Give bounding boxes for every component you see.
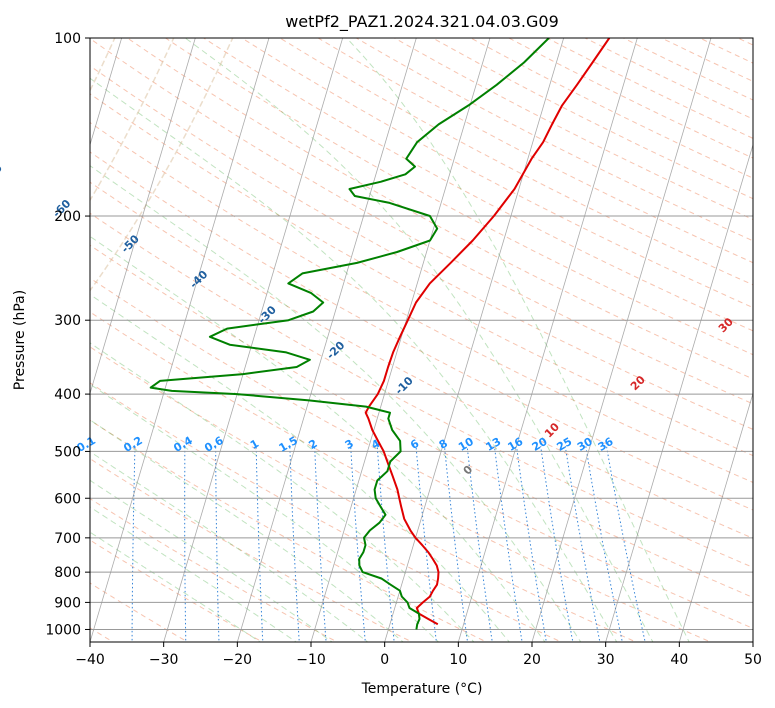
mixing-ratio-line xyxy=(289,446,300,642)
x-tick-label: 40 xyxy=(670,652,688,668)
y-tick-label: 100 xyxy=(54,31,81,47)
isotherm-line xyxy=(90,38,270,642)
background-lines xyxy=(90,38,753,642)
y-ticks: 100 200 300 400 500 600 700 800 900 1000 xyxy=(45,31,90,638)
moist-adiabat-line xyxy=(346,38,690,642)
x-tick-label: 30 xyxy=(597,652,615,668)
mixing-ratio-line xyxy=(415,446,437,642)
x-tick-label: 10 xyxy=(449,652,467,668)
isotherm-line xyxy=(678,392,753,642)
dry-adiabat-line xyxy=(90,65,753,430)
y-axis-title: Pressure (hPa) xyxy=(12,290,28,390)
dry-adiabat-label: -70 xyxy=(0,161,5,184)
x-tick-label: −20 xyxy=(223,652,253,668)
profile-line xyxy=(149,38,550,630)
moist-adiabat-line xyxy=(90,419,404,642)
isotherm-line xyxy=(384,38,565,642)
y-tick-label: 700 xyxy=(54,531,81,547)
moist-adiabat-line xyxy=(90,342,475,642)
mixing-ratio-line xyxy=(376,446,395,642)
mixing-ratio-line xyxy=(255,446,264,642)
isotherm-line xyxy=(90,38,123,147)
moist-adiabat-line xyxy=(184,38,654,642)
dry-adiabat-line xyxy=(90,244,753,599)
x-tick-label: 50 xyxy=(744,652,762,668)
mixing-ratio-line xyxy=(131,446,136,642)
dry-adiabat-line xyxy=(90,277,753,629)
dry-adiabat-line xyxy=(90,151,753,511)
mixing-ratio-line xyxy=(540,446,574,642)
dry-adiabat-line xyxy=(164,38,753,356)
y-tick-label: 400 xyxy=(54,387,81,403)
moist-adiabat-line xyxy=(90,506,298,642)
y-tick-label: 300 xyxy=(54,313,81,329)
mixing-ratio-line xyxy=(585,446,623,642)
isotherm-line xyxy=(236,38,417,642)
chart-title: wetPf2_PAZ1.2024.321.04.03.G09 xyxy=(285,12,559,32)
y-tick-label: 900 xyxy=(54,595,81,611)
mixing-ratio-line xyxy=(314,446,327,642)
x-tick-label: −10 xyxy=(296,652,326,668)
dry-adiabat-line xyxy=(90,311,712,642)
isotherm-line xyxy=(605,143,753,642)
moist-adiabat-line xyxy=(90,531,262,642)
dry-adiabat-line xyxy=(90,121,753,483)
x-tick-label: −30 xyxy=(149,652,179,668)
mixing-ratio-line xyxy=(184,446,187,642)
mixing-ratio-line xyxy=(606,446,646,642)
x-ticks: −40 −30 −20 −10 0 10 20 30 40 50 xyxy=(75,642,762,668)
y-tick-label: 500 xyxy=(54,444,81,460)
dry-adiabat-line xyxy=(90,181,753,539)
y-tick-label: 600 xyxy=(54,491,81,507)
x-tick-label: 0 xyxy=(380,652,389,668)
mixing-ratio-line xyxy=(564,446,601,642)
mixing-ratio-line xyxy=(215,446,220,642)
isotherm-line xyxy=(163,38,344,642)
isotherm-line xyxy=(531,38,712,642)
isotherm-line xyxy=(90,38,196,395)
y-tick-label: 200 xyxy=(54,209,81,225)
profile-line xyxy=(364,38,611,626)
dry-adiabat-line xyxy=(240,38,753,309)
mixing-ratio-line xyxy=(516,446,547,642)
x-tick-label: 20 xyxy=(523,652,541,668)
x-tick-label: −40 xyxy=(75,652,105,668)
y-tick-label: 800 xyxy=(54,565,81,581)
dry-adiabat-line xyxy=(126,38,753,380)
moist-adiabat-line xyxy=(90,77,618,642)
mixing-ratio-line xyxy=(493,446,523,642)
profiles xyxy=(149,38,611,630)
plot-frame xyxy=(89,37,754,643)
x-axis-title: Temperature (°C) xyxy=(361,681,483,697)
isotherm-line xyxy=(457,38,638,642)
y-tick-label: 1000 xyxy=(45,622,81,638)
